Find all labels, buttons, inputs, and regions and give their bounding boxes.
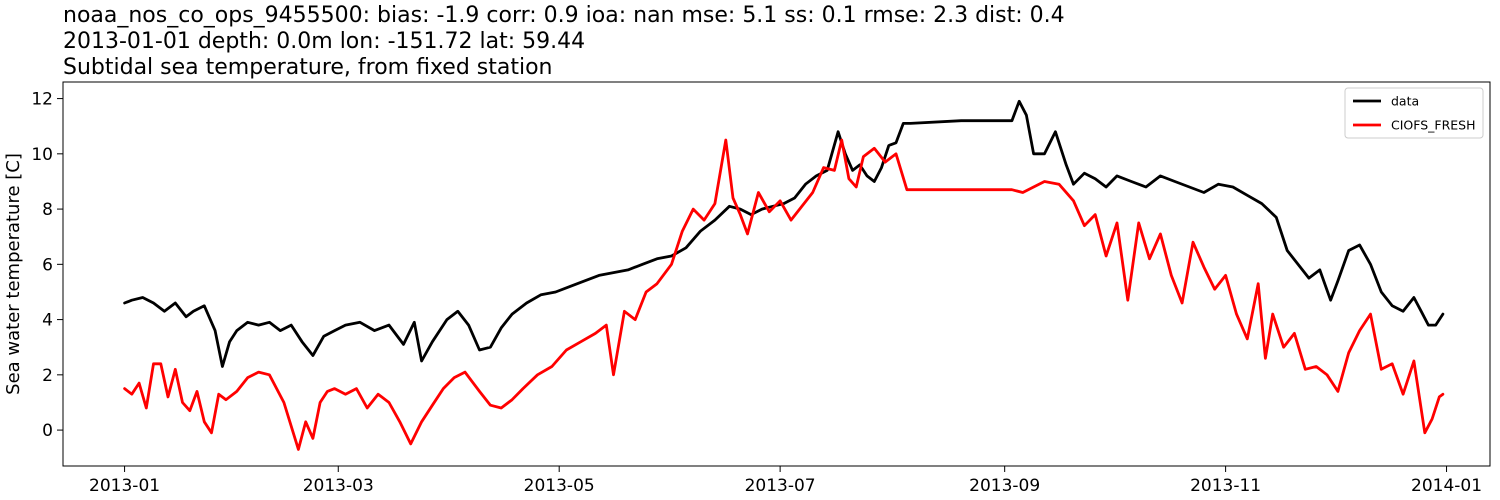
y-axis: 0 2 4 6 8 10 12 — [31, 90, 63, 441]
x-tick-label-0: 2013-01 — [89, 476, 160, 496]
title-line-1: noaa_nos_co_ops_9455500: bias: -1.9 corr… — [63, 3, 1065, 28]
y-tick-label-3: 6 — [42, 255, 53, 275]
chart-title: noaa_nos_co_ops_9455500: bias: -1.9 corr… — [63, 3, 1065, 80]
plot-layer — [123, 99, 1445, 451]
y-tick-label-1: 2 — [42, 366, 53, 386]
y-axis-label: Sea water temperature [C] — [3, 153, 24, 395]
title-line-3: Subtidal sea temperature, from fixed sta… — [63, 55, 553, 80]
y-tick-label-4: 8 — [42, 200, 53, 220]
series-line-ciofs-fresh — [123, 138, 1445, 451]
plot-frame — [62, 81, 1491, 467]
legend-label-ciofs-fresh: CIOFS_FRESH — [1391, 118, 1476, 133]
y-tick-label-0: 0 — [42, 421, 53, 441]
x-tick-label-1: 2013-03 — [303, 476, 374, 496]
title-line-2: 2013-01-01 depth: 0.0m lon: -151.72 lat:… — [63, 29, 585, 54]
x-axis: 2013-01 2013-03 2013-05 2013-07 2013-09 2013-… — [89, 466, 1482, 496]
x-tick-label-2: 2013-05 — [524, 476, 595, 496]
y-tick-label-6: 12 — [31, 90, 53, 110]
series-line-data — [123, 99, 1445, 368]
x-tick-label-3: 2013-07 — [745, 476, 816, 496]
legend: data CIOFS_FRESH — [1344, 87, 1484, 139]
y-tick-label-2: 4 — [42, 311, 53, 331]
x-tick-label-5: 2013-11 — [1190, 476, 1261, 496]
legend-label-data: data — [1391, 94, 1419, 109]
y-tick-label-5: 10 — [31, 145, 53, 165]
x-tick-label-4: 2013-09 — [969, 476, 1040, 496]
x-tick-label-6: 2014-01 — [1411, 476, 1482, 496]
